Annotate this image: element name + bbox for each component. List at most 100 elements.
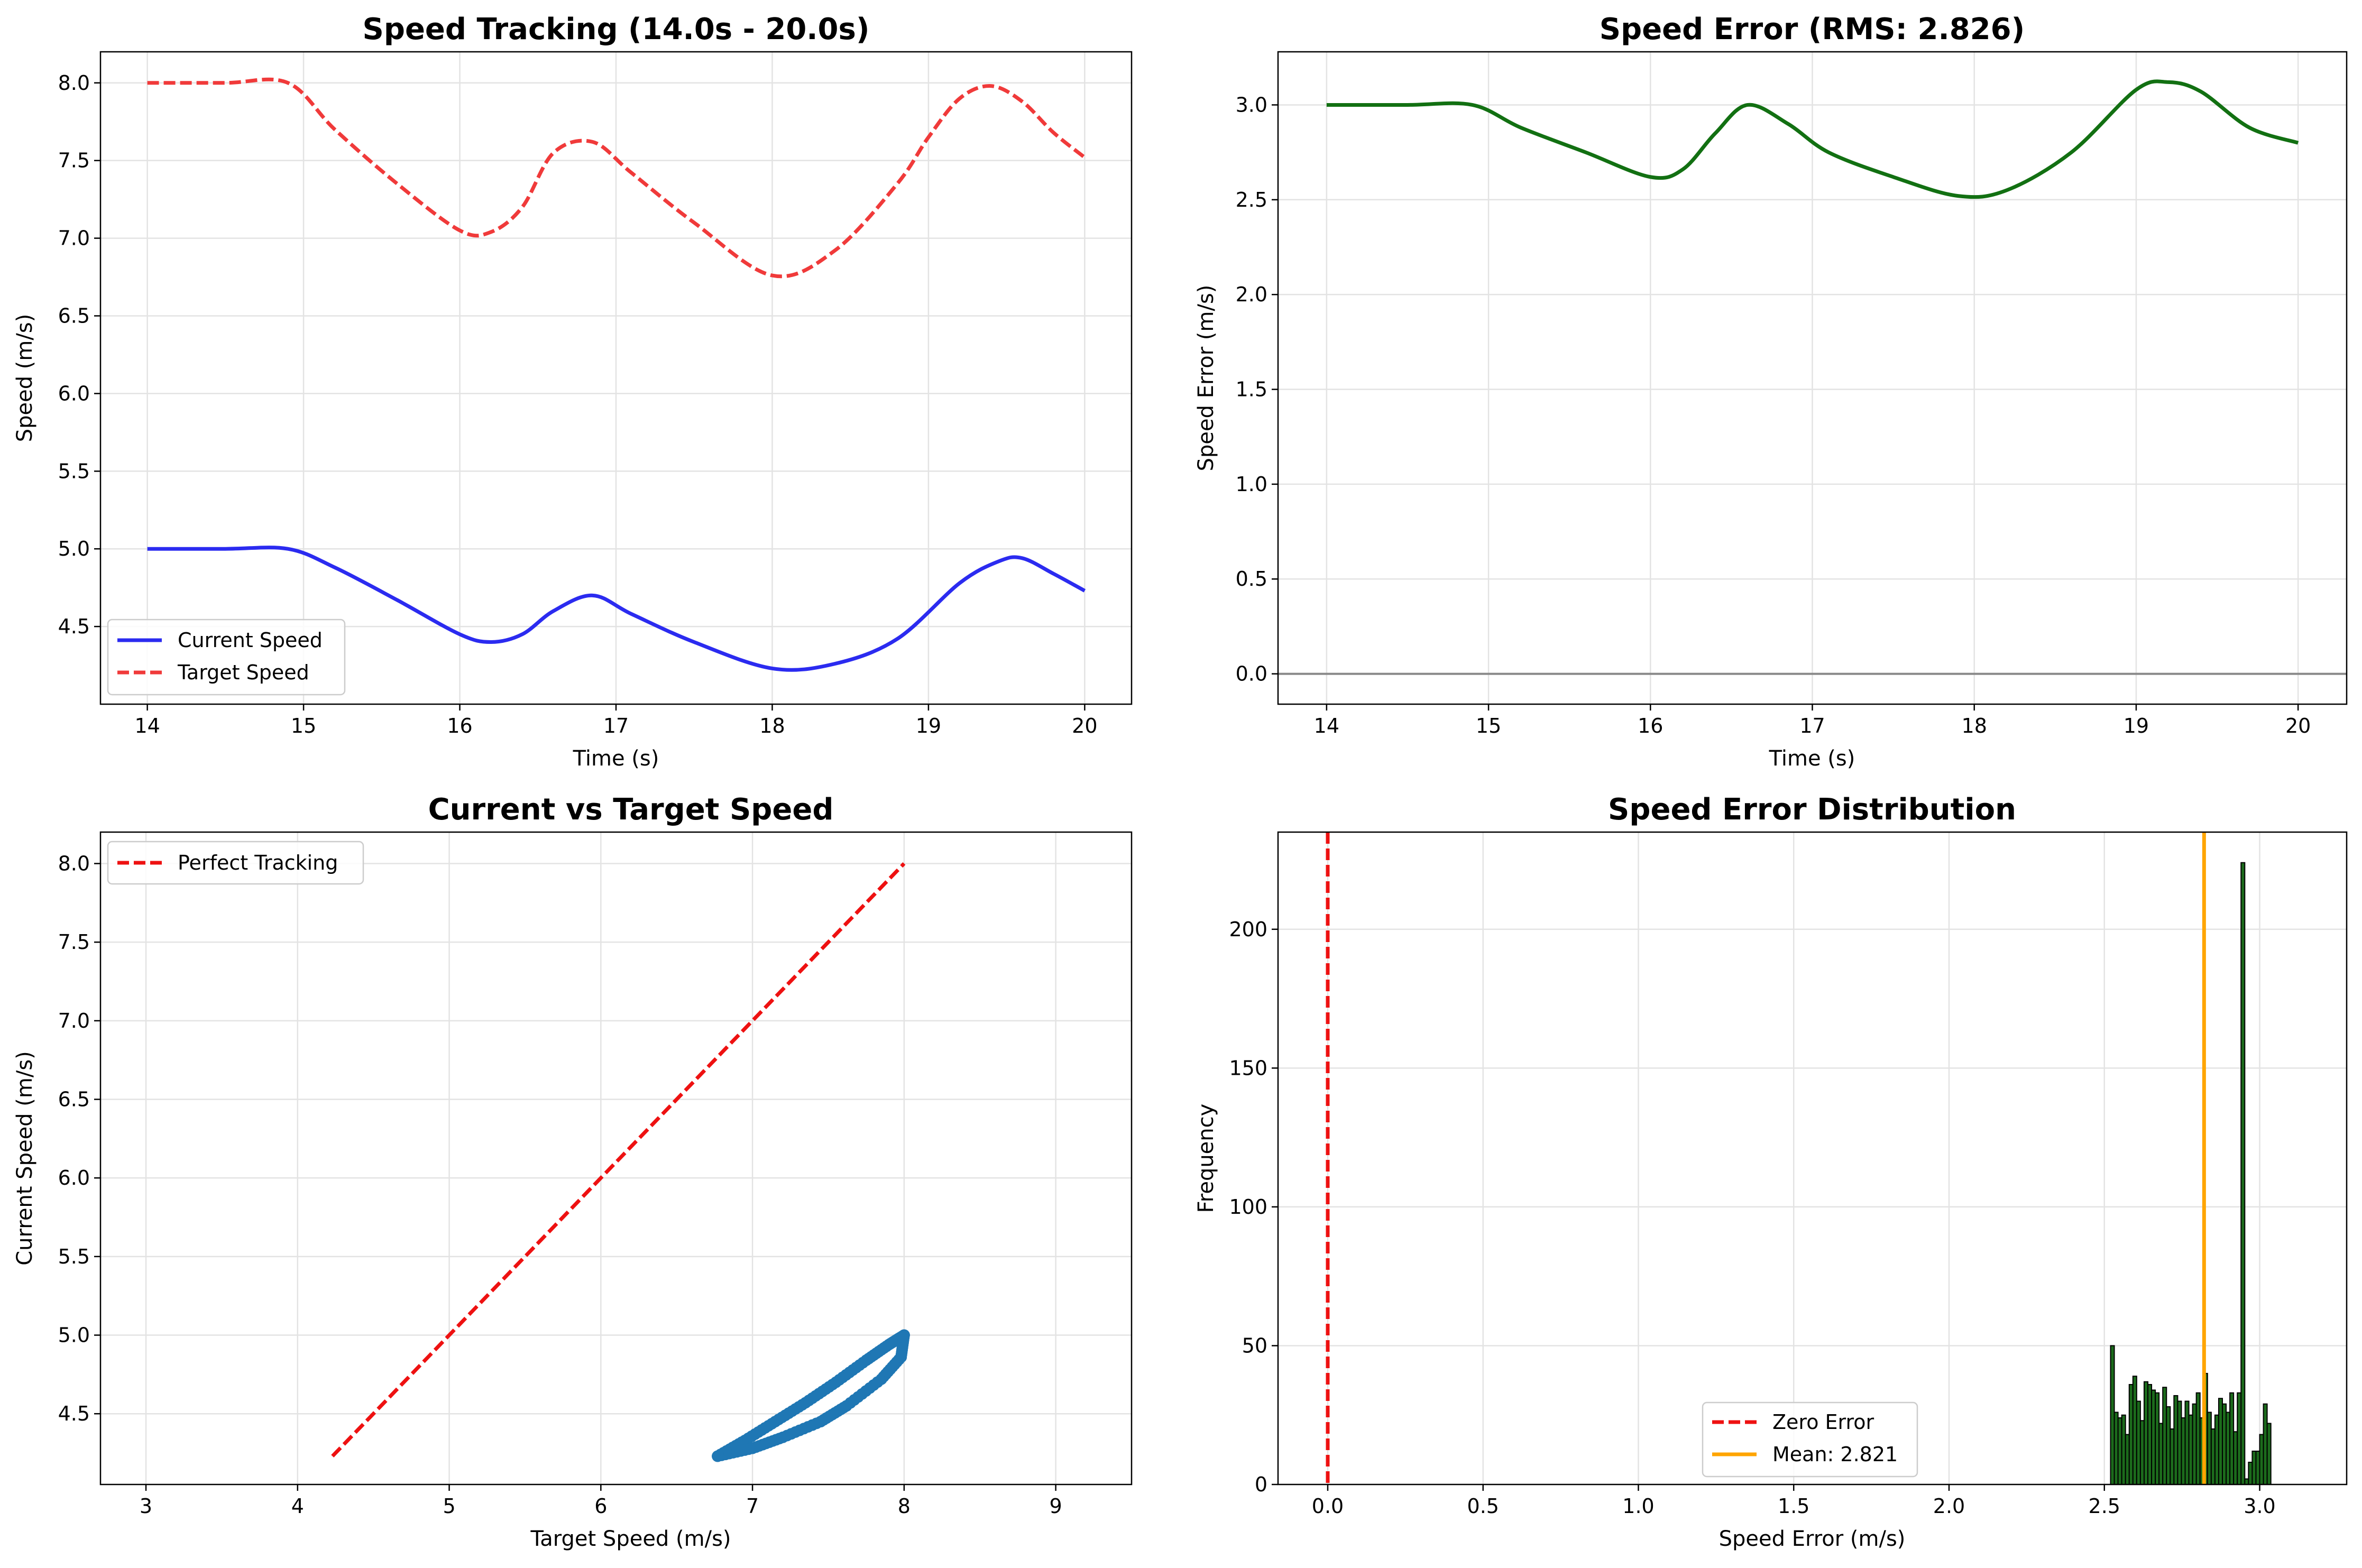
histogram-bar	[2177, 1400, 2182, 1485]
histogram-bars	[2110, 862, 2272, 1486]
panel-current-vs-target: 3 4 5 6 7 8 9 4.5 5.0 5.5 6.0 6.5 7.0 7.5 8.0 Current…	[13, 792, 1133, 1551]
histogram-bar	[2117, 1417, 2122, 1485]
series-layer	[1326, 79, 2299, 199]
x-tick-label: 14	[1314, 714, 1339, 737]
x-tick-label: 2.5	[2089, 1495, 2120, 1518]
y-tick-label: 7.5	[58, 149, 90, 172]
current-speed-line	[147, 546, 1086, 672]
chart-title: Speed Error Distribution	[1608, 792, 2016, 827]
histogram-bar	[2229, 1392, 2235, 1485]
x-ticks: 3 4 5 6 7 8 9	[140, 1484, 1062, 1518]
legend: Perfect Tracking	[107, 841, 364, 885]
x-tick-label: 19	[916, 714, 941, 737]
histogram-bar	[2218, 1398, 2223, 1486]
histogram-bar	[2259, 1434, 2264, 1486]
histogram-bar	[2136, 1400, 2141, 1485]
perfect-tracking-line	[331, 862, 906, 1458]
histogram-bar	[2158, 1423, 2164, 1485]
y-tick-label: 6.0	[58, 382, 90, 405]
histogram-bar	[2132, 1376, 2137, 1485]
y-tick-label: 7.0	[58, 227, 90, 250]
histogram-bar	[2139, 1420, 2145, 1486]
y-axis-label: Current Speed (m/s)	[13, 1051, 37, 1266]
histogram-bar	[2210, 1428, 2216, 1486]
grid	[100, 832, 1132, 1484]
histogram-bar	[2226, 1412, 2231, 1486]
target-speed-line-point	[772, 275, 773, 276]
x-tick-label: 5	[443, 1495, 455, 1518]
histogram-bar	[2125, 1434, 2130, 1486]
series-layer	[331, 862, 910, 1462]
x-tick-label: 16	[1638, 714, 1663, 737]
histogram-bar	[2151, 1389, 2156, 1486]
x-tick-label: 14	[134, 714, 160, 737]
current-speed-line-point	[772, 668, 773, 669]
y-tick-label: 5.0	[58, 537, 90, 560]
x-tick-label: 2.0	[1933, 1495, 1965, 1518]
x-tick-label: 19	[2124, 714, 2149, 737]
histogram-bar	[2166, 1406, 2171, 1485]
y-tick-label: 5.5	[58, 459, 90, 483]
histogram-bar	[2214, 1414, 2219, 1485]
histogram-bar	[2192, 1403, 2197, 1486]
x-tick-label: 4	[291, 1495, 304, 1518]
chart-title: Current vs Target Speed	[428, 792, 834, 827]
speed-error-line-point	[2071, 152, 2072, 153]
histogram-bar	[2155, 1392, 2160, 1485]
current-speed-line-point	[397, 600, 398, 601]
histogram-bar	[2128, 1383, 2134, 1485]
legend-box	[107, 841, 364, 885]
histogram-bar	[2263, 1403, 2268, 1486]
legend-label-current-speed: Current Speed	[178, 629, 323, 652]
x-tick-label: 18	[1962, 714, 1987, 737]
y-tick-label: 100	[1229, 1195, 1267, 1219]
target-speed-line	[147, 77, 1086, 279]
x-tick-label: 1.5	[1778, 1495, 1809, 1518]
chart-title: Speed Error (RMS: 2.826)	[1600, 12, 2025, 47]
current-speed-line-point	[834, 663, 835, 664]
x-tick-label: 15	[291, 714, 316, 737]
target-speed-line-point	[225, 82, 226, 83]
speed-error-line	[1326, 79, 2299, 199]
histogram-bar	[2251, 1450, 2257, 1486]
x-tick-label: 17	[1799, 714, 1825, 737]
histogram-bar	[2173, 1395, 2179, 1486]
speed-error-line-point	[1585, 152, 1586, 153]
y-tick-label: 150	[1229, 1056, 1267, 1080]
histogram-bar	[2237, 1392, 2242, 1485]
y-tick-label: 4.5	[58, 1402, 90, 1425]
histogram-bar	[2195, 1392, 2201, 1485]
y-axis-label: Speed Error (m/s)	[1194, 285, 1218, 472]
y-axis-label: Frequency	[1194, 1104, 1218, 1213]
y-ticks: 4.5 5.0 5.5 6.0 6.5 7.0 7.5 8.0	[58, 852, 100, 1425]
y-axis-label: Speed (m/s)	[13, 314, 37, 442]
legend-label-target-speed: Target Speed	[177, 661, 309, 684]
y-ticks: 0 50 100 150 200	[1229, 918, 1278, 1496]
y-tick-label: 0	[1255, 1473, 1267, 1496]
legend: Zero Error Mean: 2.821	[1702, 1401, 1918, 1478]
y-ticks: 0.0 0.5 1.0 1.5 2.0 2.5 3.0	[1236, 93, 1278, 686]
y-tick-label: 6.0	[58, 1166, 90, 1189]
y-tick-label: 8.0	[58, 71, 90, 95]
plot-frame	[99, 831, 1133, 1486]
y-tick-label: 1.0	[1236, 473, 1267, 496]
x-axis-label: Time (s)	[1769, 746, 1855, 771]
y-tick-label: 6.5	[58, 304, 90, 327]
x-tick-label: 6	[594, 1495, 607, 1518]
histogram-bar	[2121, 1414, 2126, 1485]
target-speed-line-point	[147, 82, 148, 83]
y-ticks: 4.5 5.0 5.5 6.0 6.5 7.0 7.5 8.0	[58, 71, 100, 638]
y-tick-label: 1.5	[1236, 378, 1267, 401]
legend-label-perfect-tracking: Perfect Tracking	[178, 851, 338, 874]
scatter-point	[898, 1329, 910, 1341]
histogram-bar	[2170, 1428, 2175, 1486]
x-tick-label: 18	[759, 714, 785, 737]
grid	[1278, 52, 2347, 704]
target-speed-line-point	[1053, 132, 1054, 133]
panel-error-distribution: 0.0 0.5 1.0 1.5 2.0 2.5 3.0 0 50 100 150 200 Speed…	[1194, 792, 2348, 1551]
y-tick-label: 200	[1229, 918, 1267, 941]
legend-label-mean: Mean: 2.821	[1772, 1443, 1898, 1466]
target-speed-line-point	[553, 152, 554, 153]
y-tick-label: 0.5	[1236, 567, 1267, 591]
